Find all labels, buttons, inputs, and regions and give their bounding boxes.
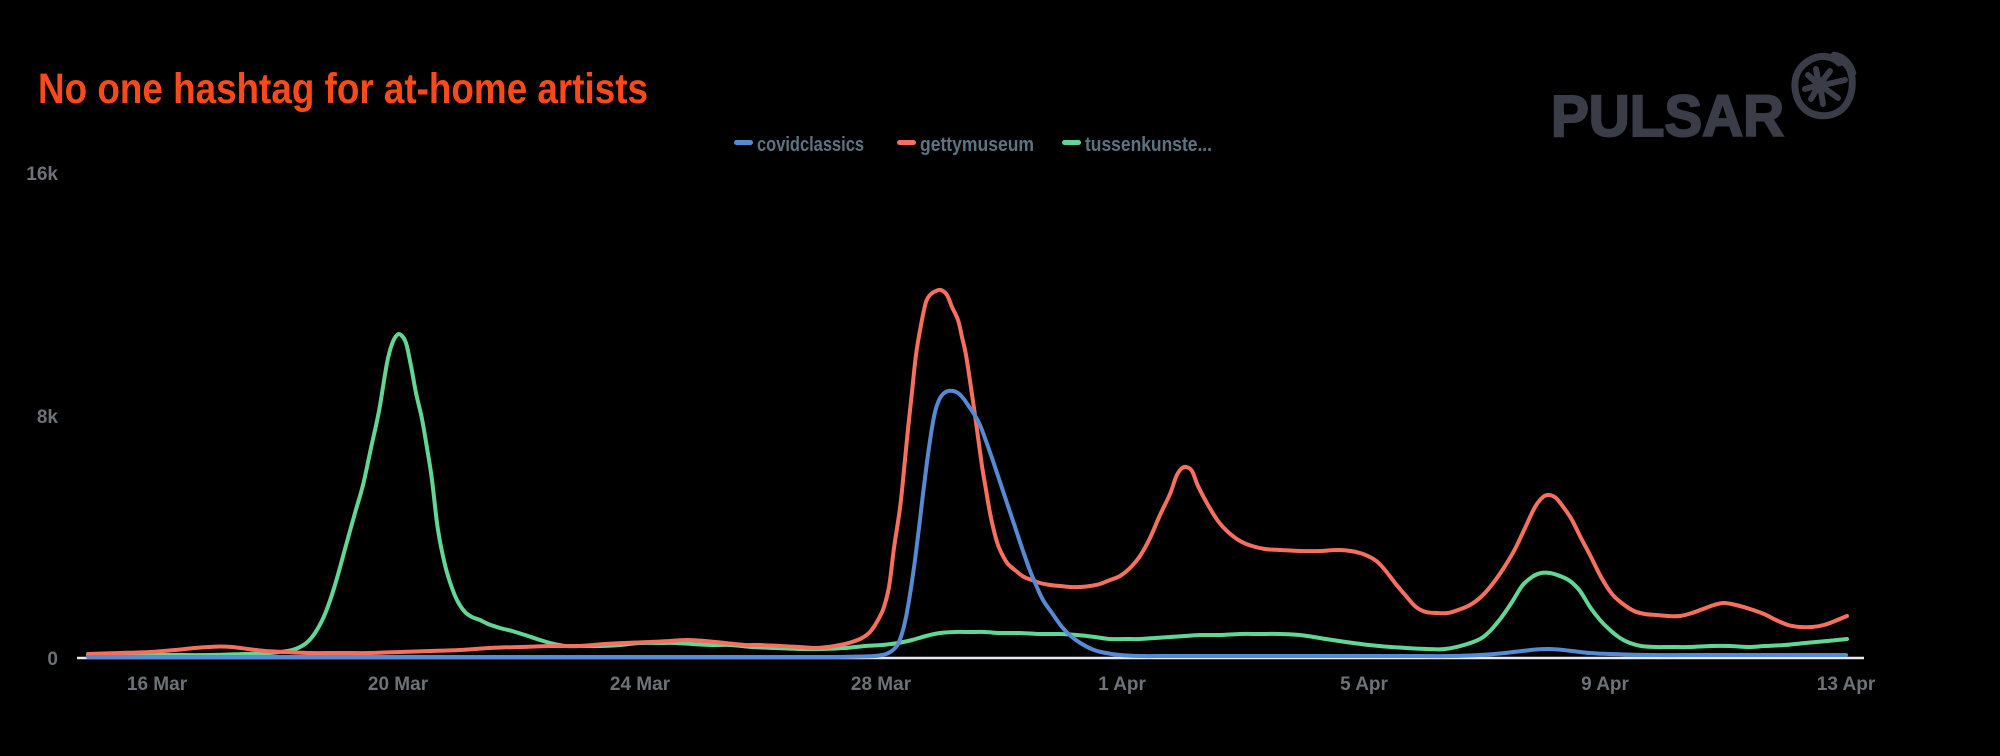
svg-text:8k: 8k [37,407,59,428]
svg-text:9 Apr: 9 Apr [1581,674,1629,695]
svg-text:20 Mar: 20 Mar [368,674,429,695]
svg-text:5 Apr: 5 Apr [1340,674,1388,695]
svg-text:gettymuseum: gettymuseum [920,134,1034,156]
svg-text:13 Apr: 13 Apr [1817,674,1876,695]
svg-text:covidclassics: covidclassics [757,134,864,156]
svg-text:24 Mar: 24 Mar [610,674,671,695]
svg-text:PULSAR: PULSAR [1551,84,1784,149]
svg-text:16 Mar: 16 Mar [127,674,188,695]
svg-text:1 Apr: 1 Apr [1098,674,1146,695]
svg-text:0: 0 [47,649,58,670]
svg-text:28 Mar: 28 Mar [851,674,912,695]
svg-text:tussenkunste...: tussenkunste... [1085,134,1212,156]
svg-text:No one hashtag for at-home art: No one hashtag for at-home artists [38,65,648,113]
svg-text:16k: 16k [26,164,58,185]
